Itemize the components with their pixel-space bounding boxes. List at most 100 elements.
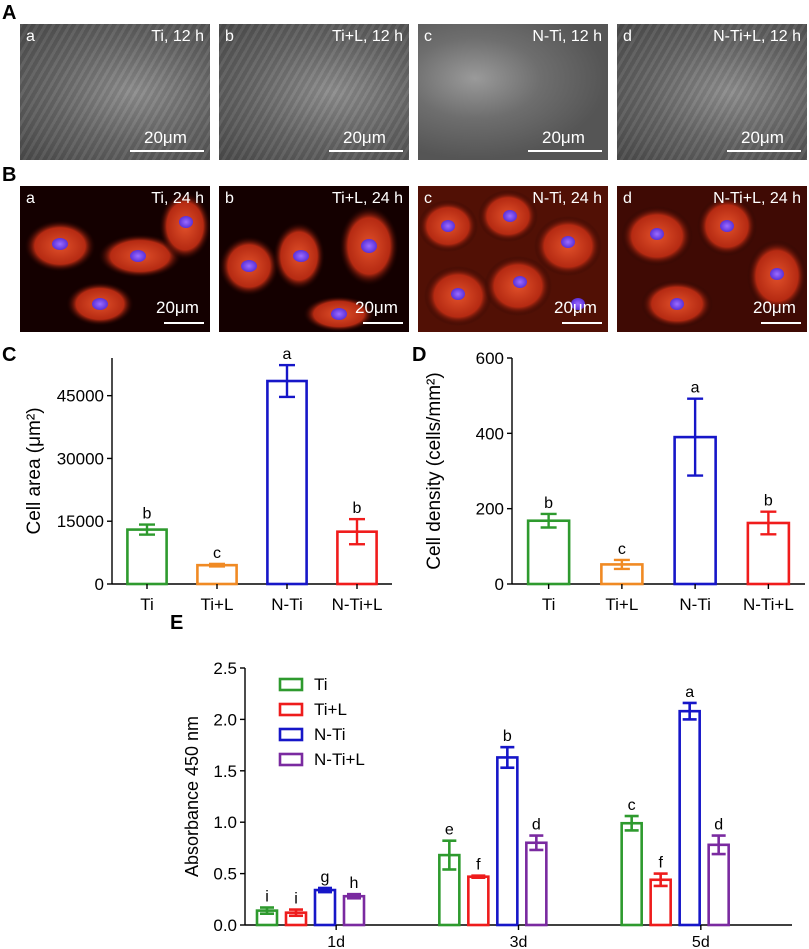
image-letter: a [26,28,35,45]
scale-bar-label: 20μm [741,128,784,147]
significance-letter: e [445,822,454,839]
sem-image-n-ti-12h: c N-Ti, 12 h 20μm [418,24,608,160]
significance-letter: c [618,541,626,558]
image-letter: c [424,190,432,207]
scale-bar [562,322,602,324]
bar-n-ti-l-1d [342,894,366,927]
scale-bar [363,322,403,324]
x-tick-label: Ti+L [201,595,234,614]
significance-letter: a [685,684,694,701]
image-title: N-Ti, 12 h [532,28,602,45]
significance-letter: i [294,891,298,908]
scale-bar [761,322,801,324]
bar-n-ti-l-3d [525,841,548,927]
image-letter: a [26,190,35,207]
fluorescence-image-n-ti-24h: c N-Ti, 24 h 20μm [418,186,608,332]
y-axis-label: Cell density (cells/mm²) [424,372,445,569]
sem-image-ti-l-12h: b Ti+L, 12 h 20μm [219,24,409,160]
significance-letter: d [532,817,541,834]
sem-image-ti-12h: a Ti, 12 h 20μm [20,24,210,160]
chart-absorbance: 0.0 0.5 1.0 1.5 2.0 2.5 Absorbance 450 nm i i g h 1… [182,659,792,949]
significance-letter: b [353,500,362,517]
x-tick-label: N-Ti [679,595,710,614]
cell-staining-drawing [617,186,807,332]
significance-letter: b [143,506,152,523]
y-axis-label: Cell area (μm²) [24,407,45,534]
cell-staining-drawing [219,206,399,332]
legend-swatch [278,752,304,767]
panel-label-e: E [170,612,184,634]
bar-ti [526,519,571,586]
image-title: N-Ti+L, 12 h [713,28,801,45]
legend-swatch [278,677,304,692]
sem-image-n-ti-l-12h: d N-Ti+L, 12 h 20μm [617,24,807,160]
significance-letter: i [265,889,269,906]
scale-bar [130,150,204,152]
y-tick-label: 600 [476,349,504,368]
y-tick-label: 1.0 [213,813,237,832]
bar-ti-5d [620,821,643,927]
image-title: N-Ti+L, 24 h [713,190,801,207]
fluorescence-image-ti-l-24h: b Ti+L, 24 h 20μm [219,186,409,332]
legend-label: Ti+L [314,700,347,719]
significance-letter: a [691,380,700,397]
y-tick-label: 2.0 [213,710,237,729]
panel-label-a: A [2,2,17,24]
scale-bar-label: 20μm [554,298,597,317]
y-tick-label: 1.5 [213,762,237,781]
image-letter: b [225,190,234,207]
panel-label-b: B [2,164,17,186]
x-tick-label: N-Ti [271,595,302,614]
scale-bar-label: 20μm [753,298,796,317]
significance-letter: b [503,728,512,745]
y-tick-label: 2.5 [213,659,237,678]
bar-n-ti-5d [678,709,701,927]
x-tick-label: 3d [510,934,528,949]
fluorescence-image-n-ti-l-24h: d N-Ti+L, 24 h 20μm [617,186,807,332]
legend-swatch [278,702,304,717]
image-title: Ti+L, 24 h [331,190,403,207]
y-tick-label: 400 [476,424,504,443]
legend-label: N-Ti [314,725,345,744]
y-tick-label: 30000 [57,449,104,468]
bar-n-ti [266,379,308,586]
image-letter: d [623,190,632,207]
significance-letter: f [476,857,481,874]
scale-bar [727,150,801,152]
cell-staining-drawing [418,186,608,332]
scale-bar [528,150,602,152]
x-tick-label: Ti [542,595,556,614]
scale-bar [164,322,204,324]
y-tick-label: 45000 [57,387,104,406]
image-letter: d [623,28,632,45]
significance-letter: a [283,346,292,363]
scale-bar-label: 20μm [355,298,398,317]
panel-label-d: D [412,344,427,366]
significance-letter: c [628,797,636,814]
y-tick-label: 0 [495,575,504,594]
panel-label-c: C [2,344,17,366]
bar-n-ti-3d [496,756,519,927]
y-tick-label: 0.0 [213,916,237,935]
legend-label: N-Ti+L [314,750,365,769]
bar-ti [126,528,168,586]
chart-cell-area: 0 15000 30000 45000 Cell area (μm²) b Ti c Ti+L a… [24,346,392,614]
image-letter: b [225,28,234,45]
fluorescence-image-ti-24h: a Ti, 24 h 20μm [20,186,210,332]
image-letter: c [424,28,432,45]
significance-letter: b [764,493,773,510]
x-tick-label: N-Ti+L [332,595,383,614]
significance-letter: f [658,855,663,872]
x-tick-label: 1d [327,934,345,949]
x-tick-label: Ti+L [605,595,638,614]
scale-bar-label: 20μm [144,128,187,147]
y-tick-label: 15000 [57,512,104,531]
image-title: Ti, 24 h [151,190,204,207]
cell-staining-drawing [24,192,210,326]
x-tick-label: N-Ti+L [743,595,794,614]
bar-ti-l-3d [467,875,490,927]
scale-bar-label: 20μm [156,298,199,317]
significance-letter: g [321,869,330,886]
chart-cell-density: 0 200 400 600 Cell density (cells/mm²) b Ti c Ti… [424,349,805,614]
y-tick-label: 0 [95,575,104,594]
